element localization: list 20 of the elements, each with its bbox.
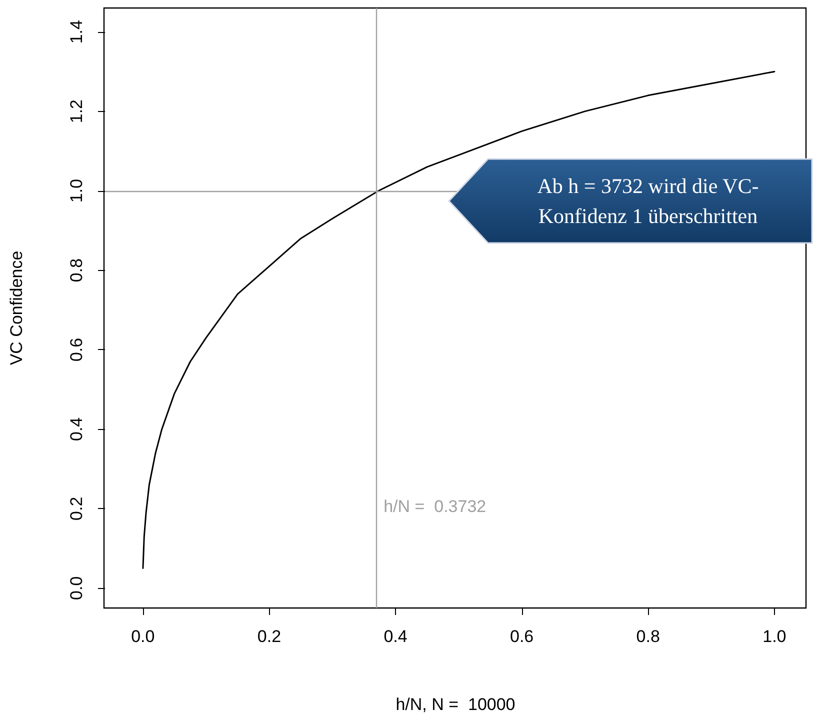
- y-tick-label: 1.4: [67, 20, 86, 44]
- line-series: [142, 70, 776, 570]
- ref-line-label: h/N = 0.3732: [384, 497, 486, 516]
- y-axis-title: VC Confidence: [7, 250, 26, 366]
- x-tick-label: 1.0: [762, 627, 786, 646]
- callout-box: Ab h = 3732 wird die VC-Konfidenz 1 überschritten: [448, 158, 813, 244]
- y-tick-label: 1.2: [67, 99, 86, 124]
- y-tick-label: 0.8: [67, 258, 86, 282]
- x-tick-label: 0.2: [257, 627, 282, 646]
- y-tick-label: 0.4: [67, 417, 86, 442]
- x-tick-label: 0.4: [384, 627, 408, 646]
- y-tick-label: 1.0: [67, 178, 86, 203]
- x-axis-title: h/N, N = 10000: [396, 695, 516, 714]
- y-tick-label: 0.2: [67, 496, 86, 520]
- y-tick-label: 0.6: [67, 338, 86, 362]
- y-tick-label: 0.0: [67, 576, 86, 600]
- annotation: Ab h = 3732 wird die VC-Konfidenz 1 überschritten: [536, 173, 760, 230]
- x-tick-label: 0.0: [131, 627, 155, 646]
- x-tick-label: 0.6: [510, 627, 534, 646]
- x-tick-label: 0.8: [636, 627, 660, 646]
